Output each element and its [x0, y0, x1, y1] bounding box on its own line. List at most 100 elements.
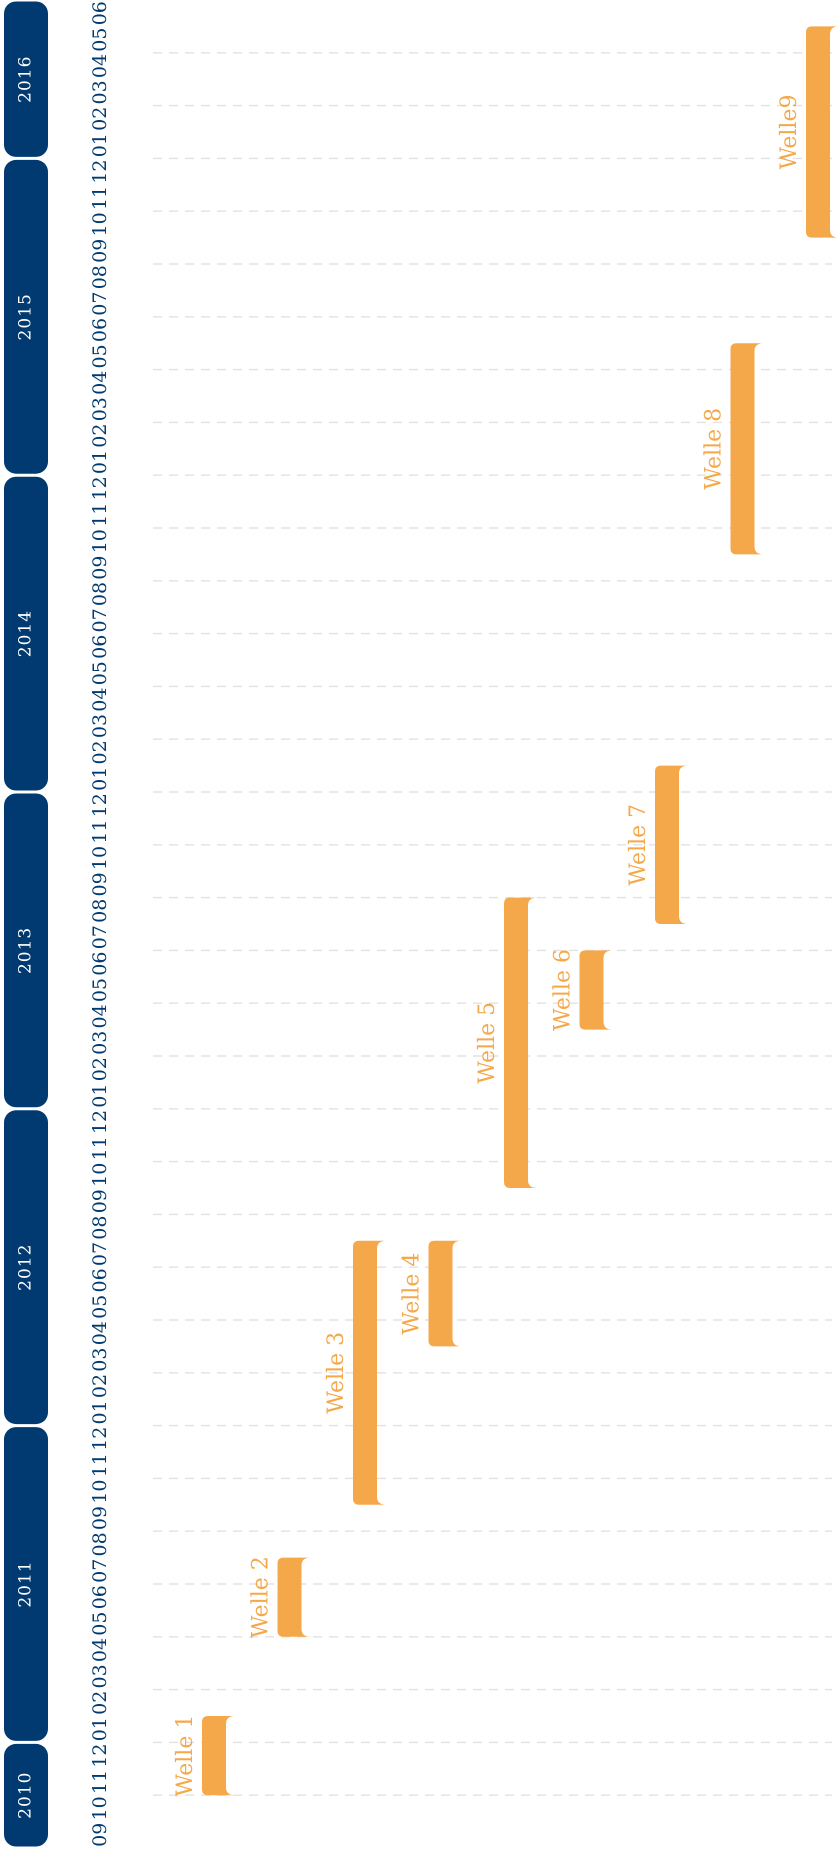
month-label: 01 [89, 450, 111, 474]
month-label: 05 [89, 1612, 111, 1636]
month-label: 01 [89, 1400, 111, 1424]
month-label: 03 [89, 714, 111, 738]
month-label: 12 [89, 1427, 111, 1451]
month-label: 10 [89, 1480, 111, 1504]
month-label: 09 [89, 1189, 111, 1213]
month-label: 10 [89, 1163, 111, 1187]
month-label: 02 [89, 424, 111, 448]
wave-label: Welle 1 [173, 1715, 198, 1797]
month-label: 05 [89, 1295, 111, 1319]
month-label: 11 [89, 1453, 111, 1477]
month-label: 03 [89, 397, 111, 421]
month-label: 03 [89, 1664, 111, 1688]
month-label: 07 [89, 925, 111, 949]
month-label: 02 [89, 1374, 111, 1398]
wave-bar [277, 1557, 311, 1637]
month-label: 08 [89, 1532, 111, 1556]
month-label: 10 [89, 529, 111, 553]
month-label: 10 [89, 846, 111, 870]
year-label: 2014 [16, 610, 36, 657]
month-label: 12 [89, 793, 111, 817]
wave-bar [806, 26, 837, 238]
wave-bar [730, 343, 764, 555]
year-badge [4, 1110, 48, 1425]
month-label: 09 [89, 239, 111, 263]
month-label: 02 [89, 740, 111, 764]
month-label: 06 [89, 318, 111, 342]
wave-label: Welle 7 [626, 804, 651, 886]
month-label: 03 [89, 80, 111, 104]
wave-label: Welle 2 [249, 1556, 274, 1638]
wave-bar [579, 950, 613, 1030]
wave-bar [655, 765, 688, 924]
month-label: 11 [89, 820, 111, 844]
wave-label: Welle 8 [702, 408, 727, 490]
month-label: 06 [89, 1268, 111, 1292]
month-label: 07 [89, 292, 111, 316]
month-label: 10 [89, 1796, 111, 1820]
month-label: 08 [89, 265, 111, 289]
month-label: 07 [89, 608, 111, 632]
wave-bar [202, 1716, 235, 1796]
month-label: 12 [89, 1110, 111, 1134]
month-label: 04 [89, 688, 111, 712]
month-label: 12 [89, 160, 111, 184]
month-label: 02 [89, 107, 111, 131]
year-badge [4, 793, 48, 1108]
month-label: 01 [89, 1084, 111, 1108]
wave-bar [428, 1240, 462, 1347]
month-label: 12 [89, 1744, 111, 1768]
month-label: 11 [89, 186, 111, 210]
month-label: 03 [89, 1031, 111, 1055]
month-label: 09 [89, 1823, 111, 1847]
month-label: 06 [89, 1585, 111, 1609]
month-label: 04 [89, 54, 111, 78]
month-label: 07 [89, 1559, 111, 1583]
month-label: 05 [89, 661, 111, 685]
month-label: 12 [89, 476, 111, 500]
month-label: 01 [89, 767, 111, 791]
month-label: 06 [89, 635, 111, 659]
month-label: 05 [89, 28, 111, 52]
year-badge [4, 1, 48, 157]
month-label: 05 [89, 978, 111, 1002]
year-label: 2013 [16, 927, 36, 974]
month-label: 04 [89, 1638, 111, 1662]
month-label: 11 [89, 1136, 111, 1160]
year-label: 2011 [16, 1560, 36, 1607]
year-label: 2016 [16, 56, 36, 103]
month-label: 10 [89, 212, 111, 236]
year-badge [4, 1427, 48, 1741]
month-label: 11 [89, 1770, 111, 1794]
wave-label: Welle 4 [400, 1253, 425, 1335]
month-label: 01 [89, 133, 111, 157]
month-label: 07 [89, 1242, 111, 1266]
month-label: 04 [89, 1321, 111, 1345]
month-label: 09 [89, 1506, 111, 1530]
wave-bar [353, 1240, 386, 1505]
wave-label: Welle 6 [551, 949, 576, 1031]
month-label: 05 [89, 344, 111, 368]
month-label: 03 [89, 1348, 111, 1372]
month-label: 09 [89, 872, 111, 896]
month-label: 09 [89, 556, 111, 580]
month-label: 11 [89, 503, 111, 527]
wave-bar [504, 897, 537, 1188]
year-label: 2010 [16, 1772, 36, 1819]
year-badge [4, 1743, 48, 1847]
wave-label: Welle 3 [324, 1332, 349, 1414]
year-badge [4, 159, 48, 474]
month-label: 06 [89, 952, 111, 976]
month-label: 06 [89, 1, 111, 25]
month-label: 02 [89, 1057, 111, 1081]
wave-label: Welle9 [777, 95, 802, 170]
year-label: 2015 [16, 293, 36, 340]
year-label: 2012 [16, 1244, 36, 1291]
month-label: 04 [89, 371, 111, 395]
month-label: 08 [89, 1216, 111, 1240]
year-badge [4, 476, 48, 791]
month-label: 04 [89, 1004, 111, 1028]
month-label: 02 [89, 1691, 111, 1715]
month-label: 08 [89, 899, 111, 923]
